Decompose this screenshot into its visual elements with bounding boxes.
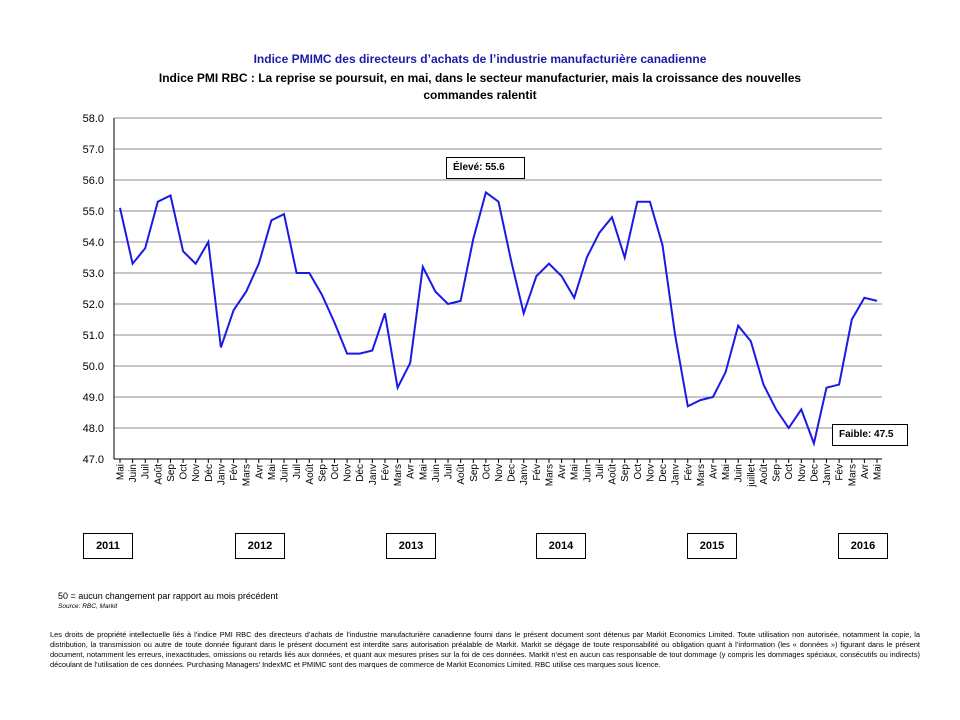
x-tick-label: Janv — [519, 464, 530, 485]
x-tick-label: Août — [456, 464, 467, 485]
y-tick-label: 55.0 — [83, 206, 104, 218]
x-tick-label: Juin — [128, 464, 139, 482]
x-tick-label: Mai — [873, 464, 884, 480]
y-tick-label: 52.0 — [83, 299, 104, 311]
y-tick-label: 53.0 — [83, 268, 104, 280]
line-chart: 58.0 57.0 56.0 55.0 54.0 53.0 52.0 51.0 50.0 49.0… — [83, 113, 884, 488]
x-tick-label: Juin — [431, 464, 442, 482]
x-tick-label: Janv — [671, 464, 682, 485]
x-tick-label: Oct — [784, 464, 795, 480]
x-tick-label: Fév — [380, 464, 391, 481]
disclaimer-text: Les droits de propriété intellectuelle l… — [50, 630, 920, 669]
x-tick-label: Août — [153, 464, 164, 485]
x-tick-label: Mars — [696, 464, 707, 486]
y-tick-label: 56.0 — [83, 175, 104, 187]
x-tick-label: Déc — [355, 464, 366, 482]
x-tick-label: Oct — [481, 464, 492, 480]
x-tick-label: Fév — [683, 464, 694, 481]
year-label-2012: 2012 — [235, 533, 285, 559]
x-tick-label: Mars — [544, 464, 555, 486]
year-label-2016: 2016 — [838, 533, 888, 559]
x-tick-label: Sep — [317, 464, 328, 482]
high-annotation: Élevé: 55.6 — [446, 157, 525, 179]
x-tick-label: Juil — [292, 464, 303, 479]
x-tick-label: Août — [305, 464, 316, 485]
x-tick-label: Nov — [797, 464, 808, 482]
y-tick-label: 51.0 — [83, 330, 104, 342]
x-tick-label: Fév — [835, 464, 846, 481]
year-label-2014: 2014 — [536, 533, 586, 559]
x-tick-label: Juil — [444, 464, 455, 479]
x-tick-label: Nov — [494, 464, 505, 482]
x-tick-label: Janv — [368, 464, 379, 485]
series-line — [119, 190, 878, 448]
x-tick-label: Mai — [267, 464, 278, 480]
x-tick-label: Oct — [330, 464, 341, 480]
x-tick-label: Juin — [734, 464, 745, 482]
x-tick-label: Janv — [822, 464, 833, 485]
x-tick-label: Sep — [772, 464, 783, 482]
y-tick-label: 58.0 — [83, 113, 104, 125]
y-tick-label: 54.0 — [83, 237, 104, 249]
source-note: Source: RBC, Markit — [58, 603, 118, 610]
x-tick-label: Avr — [254, 463, 265, 478]
x-tick-label: Avr — [406, 463, 417, 478]
y-tick-label: 48.0 — [83, 423, 104, 435]
x-tick-label: Fév — [229, 464, 240, 481]
x-tick-label: Juin — [582, 464, 593, 482]
x-tick-label: Avr — [557, 463, 568, 478]
x-tick-label: juillet — [746, 464, 757, 488]
x-tick-label: Mars — [242, 464, 253, 486]
x-tick-label: Mai — [418, 464, 429, 480]
chart-title: Indice PMIMC des directeurs d’achats de … — [253, 52, 707, 66]
x-tick-label: Août — [759, 464, 770, 485]
x-tick-label: Nov — [645, 464, 656, 482]
x-tick-label: Juil — [141, 464, 152, 479]
y-tick-label: 57.0 — [83, 144, 104, 156]
x-tick-label: Fév — [532, 464, 543, 481]
x-tick-label: Avr — [708, 463, 719, 478]
x-axis-tick-labels: Mai Juin Juil Août Sep Oct Nov Déc Janv Fév Mars Av… — [116, 463, 884, 487]
y-tick-label: 49.0 — [83, 392, 104, 404]
x-tick-label: Nov — [191, 464, 202, 482]
low-annotation: Faible: 47.5 — [832, 424, 908, 446]
x-tick-label: Dec — [809, 464, 820, 482]
x-tick-label: Avr — [860, 463, 871, 478]
year-label-2013: 2013 — [386, 533, 436, 559]
x-tick-label: Oct — [633, 464, 644, 480]
x-tick-label: Oct — [179, 464, 190, 480]
baseline-note: 50 = aucun changement par rapport au moi… — [58, 591, 278, 601]
y-tick-label: 47.0 — [83, 454, 104, 466]
year-label-2015: 2015 — [687, 533, 737, 559]
y-axis-tick-labels: 58.0 57.0 56.0 55.0 54.0 53.0 52.0 51.0 50.0 49.0… — [83, 113, 104, 466]
year-label-2011: 2011 — [83, 533, 133, 559]
y-tick-label: 50.0 — [83, 361, 104, 373]
x-tick-label: Juil — [595, 464, 606, 479]
x-tick-label: Sep — [166, 464, 177, 482]
series-layer — [119, 190, 878, 448]
x-tick-label: Août — [608, 464, 619, 485]
x-tick-label: Juin — [280, 464, 291, 482]
x-tick-label: Sep — [469, 464, 480, 482]
x-tick-label: Mars — [847, 464, 858, 486]
x-tick-label: Nov — [343, 464, 354, 482]
x-tick-label: Mars — [393, 464, 404, 486]
x-tick-label: Janv — [216, 464, 227, 485]
x-tick-label: Dec — [507, 464, 518, 482]
x-tick-label: Mai — [721, 464, 732, 480]
x-tick-label: Mai — [116, 464, 127, 480]
x-tick-label: Sep — [620, 464, 631, 482]
x-tick-label: Déc — [204, 464, 215, 482]
x-tick-label: Dec — [658, 464, 669, 482]
x-tick-label: Mai — [570, 464, 581, 480]
chart-subtitle: Indice PMI RBC : La reprise se poursuit,… — [158, 71, 802, 102]
axes — [113, 118, 882, 463]
